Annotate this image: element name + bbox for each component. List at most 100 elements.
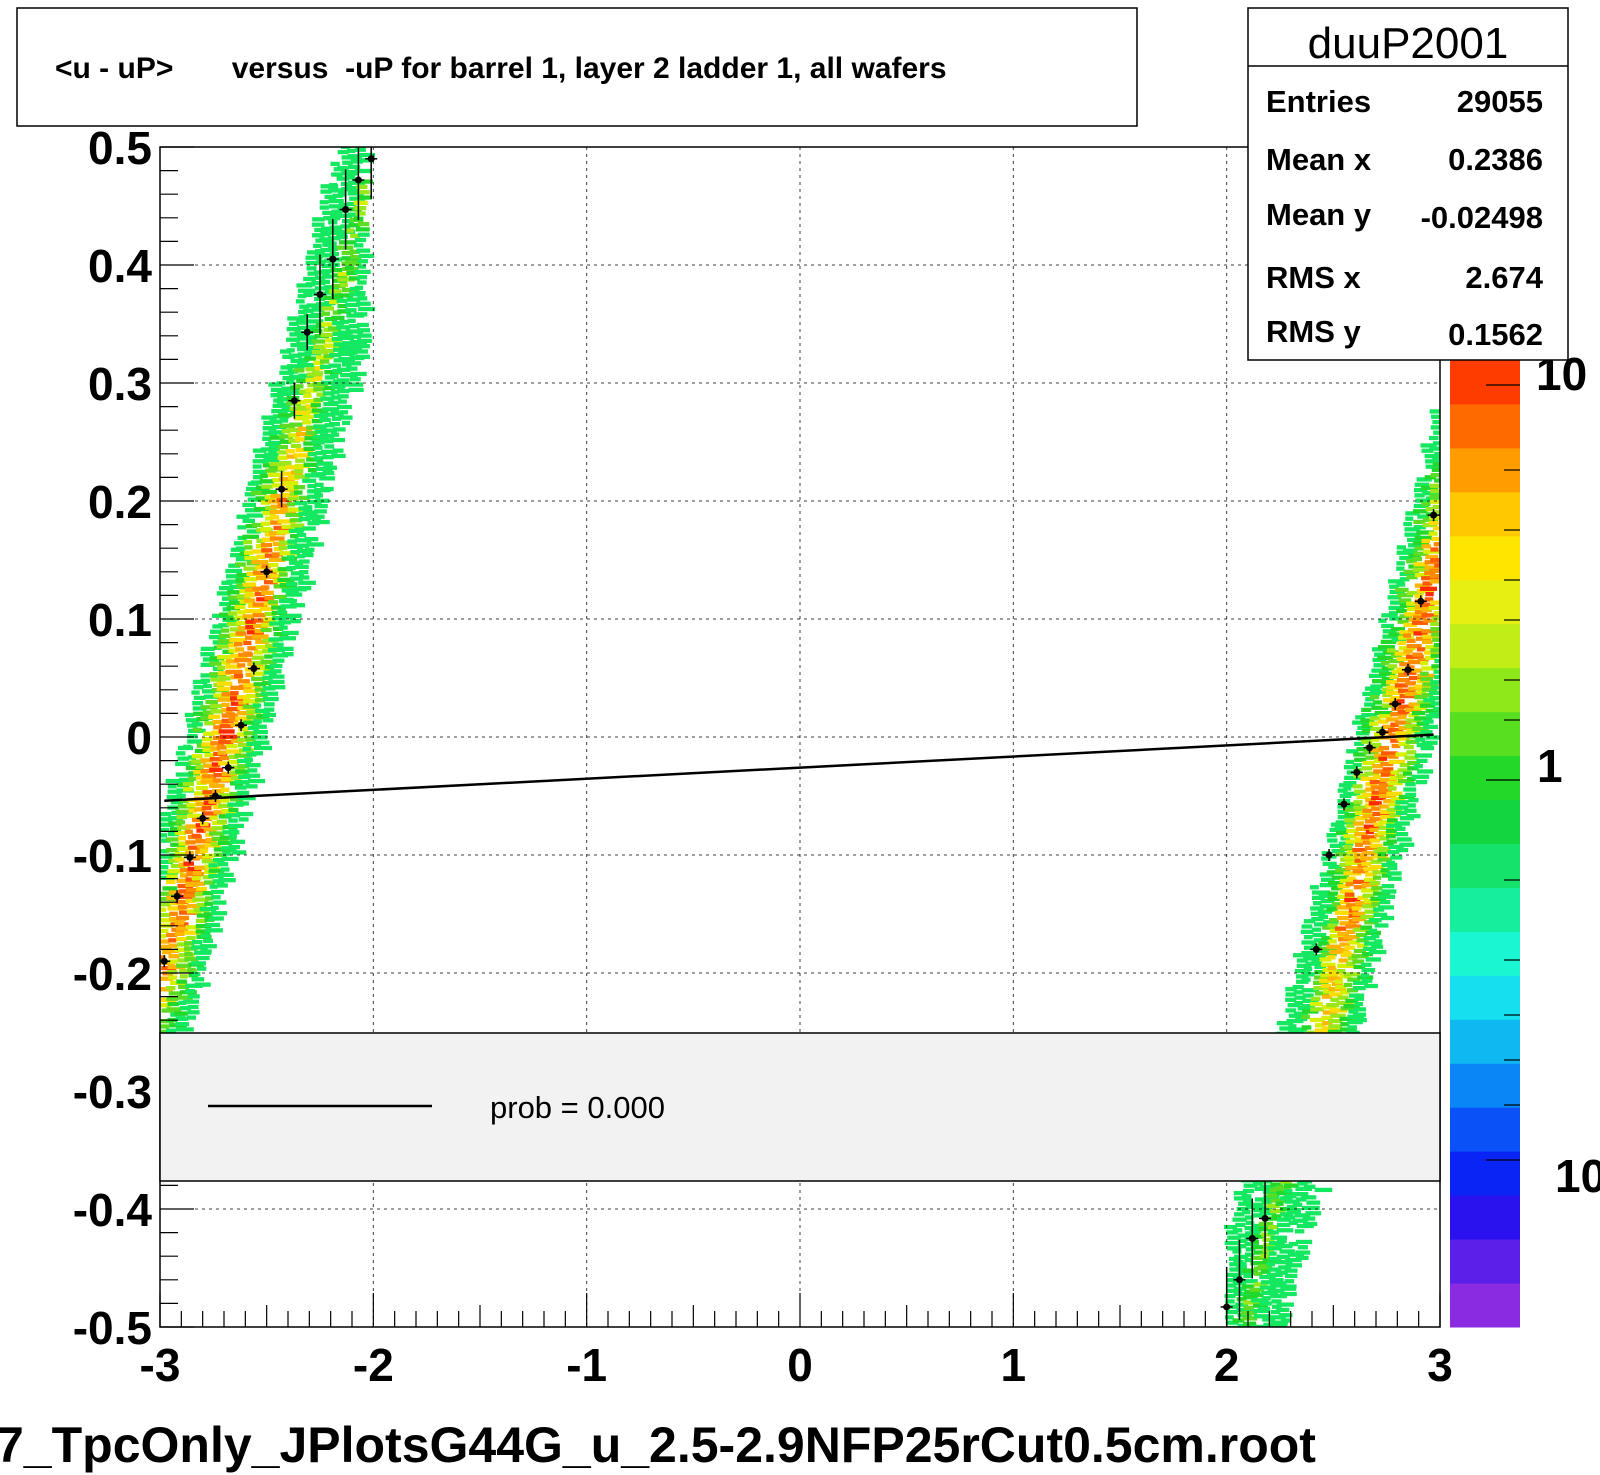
heatmap-cell: [226, 659, 239, 664]
heatmap-cell: [1420, 443, 1437, 448]
heatmap-cell: [345, 302, 360, 308]
heatmap-cell: [340, 139, 351, 143]
heatmap-cell: [1312, 932, 1327, 938]
heatmap-cell: [1355, 826, 1370, 831]
heatmap-cell: [293, 368, 305, 373]
heatmap-cell: [298, 357, 310, 362]
heatmap-cell: [1353, 948, 1367, 954]
palette-swatch: [1450, 491, 1520, 537]
heatmap-cell: [319, 439, 334, 444]
heatmap-cell: [1285, 997, 1297, 1002]
heatmap-cell: [279, 418, 289, 423]
heatmap-cell: [220, 867, 230, 872]
heatmap-cell: [195, 918, 207, 924]
heatmap-cell: [1269, 1209, 1286, 1214]
heatmap-cell: [1414, 546, 1424, 551]
heatmap-cell: [287, 316, 306, 321]
heatmap-cell: [1416, 530, 1435, 535]
heatmap-cell: [1371, 806, 1381, 811]
heatmap-cell: [1430, 473, 1440, 478]
heatmap-cell: [1377, 846, 1391, 852]
heatmap-cell: [176, 793, 186, 798]
heatmap-cell: [348, 223, 361, 228]
heatmap-cell: [254, 745, 273, 751]
heatmap-cell: [356, 184, 368, 190]
heatmap-cell: [285, 449, 295, 454]
heatmap-cell: [313, 509, 327, 514]
heatmap-cell: [1348, 1009, 1359, 1014]
heatmap-cell: [1250, 1373, 1261, 1377]
heatmap-cell: [288, 438, 300, 443]
heatmap-cell: [175, 772, 194, 777]
heatmap-cell: [1340, 1022, 1350, 1027]
heatmap-cell: [316, 392, 326, 397]
heatmap-cell: [272, 616, 286, 621]
profile-point: [224, 764, 232, 772]
heatmap-cell: [282, 630, 299, 636]
heatmap-cell: [1421, 607, 1433, 613]
heatmap-cell: [209, 656, 225, 661]
heatmap-cell: [1396, 561, 1405, 566]
heatmap-cell: [247, 768, 258, 773]
heatmap-cell: [187, 994, 200, 999]
heatmap-cell: [1351, 954, 1369, 959]
heatmap-cell: [184, 829, 193, 834]
heatmap-cell: [183, 744, 192, 749]
heatmap-cell: [176, 926, 186, 931]
heatmap-cell: [1254, 1271, 1263, 1276]
heatmap-cell: [286, 486, 299, 491]
y-tick-label: -0.5: [73, 1302, 152, 1354]
heatmap-cell: [1327, 971, 1343, 976]
heatmap-cell: [192, 897, 209, 902]
heatmap-cell: [1414, 493, 1425, 498]
heatmap-cell: [219, 601, 232, 607]
heatmap-cell: [233, 642, 243, 647]
heatmap-cell: [350, 371, 367, 377]
heatmap-cell: [1344, 945, 1355, 950]
heatmap-cell: [1339, 942, 1350, 947]
profile-point: [1404, 666, 1412, 674]
heatmap-cell: [1335, 852, 1350, 857]
heatmap-cell: [1285, 992, 1297, 997]
heatmap-cell: [1352, 869, 1369, 874]
heatmap-cell: [1326, 907, 1338, 912]
heatmap-cell: [1229, 1405, 1244, 1409]
heatmap-cell: [278, 572, 288, 577]
heatmap-cell: [1397, 778, 1415, 784]
heatmap-cell: [305, 547, 315, 552]
heatmap-cell: [264, 611, 276, 617]
heatmap-cell: [169, 911, 178, 916]
heatmap-cell: [1420, 676, 1434, 682]
heatmap-cell: [276, 529, 290, 535]
heatmap-cell: [1430, 680, 1440, 685]
heatmap-cell: [1337, 963, 1354, 968]
heatmap-cell: [289, 491, 298, 496]
heatmap-cell: [178, 841, 189, 846]
heatmap-cell: [1361, 978, 1373, 983]
heatmap-cell: [176, 942, 190, 947]
heatmap-cell: [323, 354, 334, 359]
heatmap-cell: [1232, 1228, 1243, 1233]
heatmap-cell: [1369, 779, 1387, 785]
heatmap-cell: [263, 617, 277, 622]
heatmap-cell: [1224, 1315, 1234, 1320]
heatmap-cell: [1361, 766, 1373, 771]
heatmap-cell: [298, 315, 308, 320]
heatmap-cell: [174, 1011, 188, 1016]
heatmap-cell: [1296, 958, 1308, 963]
heatmap-cell: [1405, 516, 1414, 521]
heatmap-cell: [1322, 1021, 1333, 1026]
heatmap-cell: [312, 349, 329, 355]
heatmap-cell: [1411, 620, 1429, 625]
heatmap-cell: [296, 548, 313, 554]
heatmap-cell: [327, 326, 342, 331]
heatmap-cell: [1339, 889, 1354, 894]
heatmap-cell: [287, 539, 297, 544]
heatmap-cell: [1354, 1001, 1364, 1007]
heatmap-cell: [251, 724, 267, 729]
heatmap-cell: [321, 269, 333, 274]
heatmap-cell: [261, 590, 274, 595]
heatmap-cell: [303, 393, 312, 398]
heatmap-cell: [268, 499, 283, 504]
heatmap-cell: [1243, 1273, 1252, 1279]
